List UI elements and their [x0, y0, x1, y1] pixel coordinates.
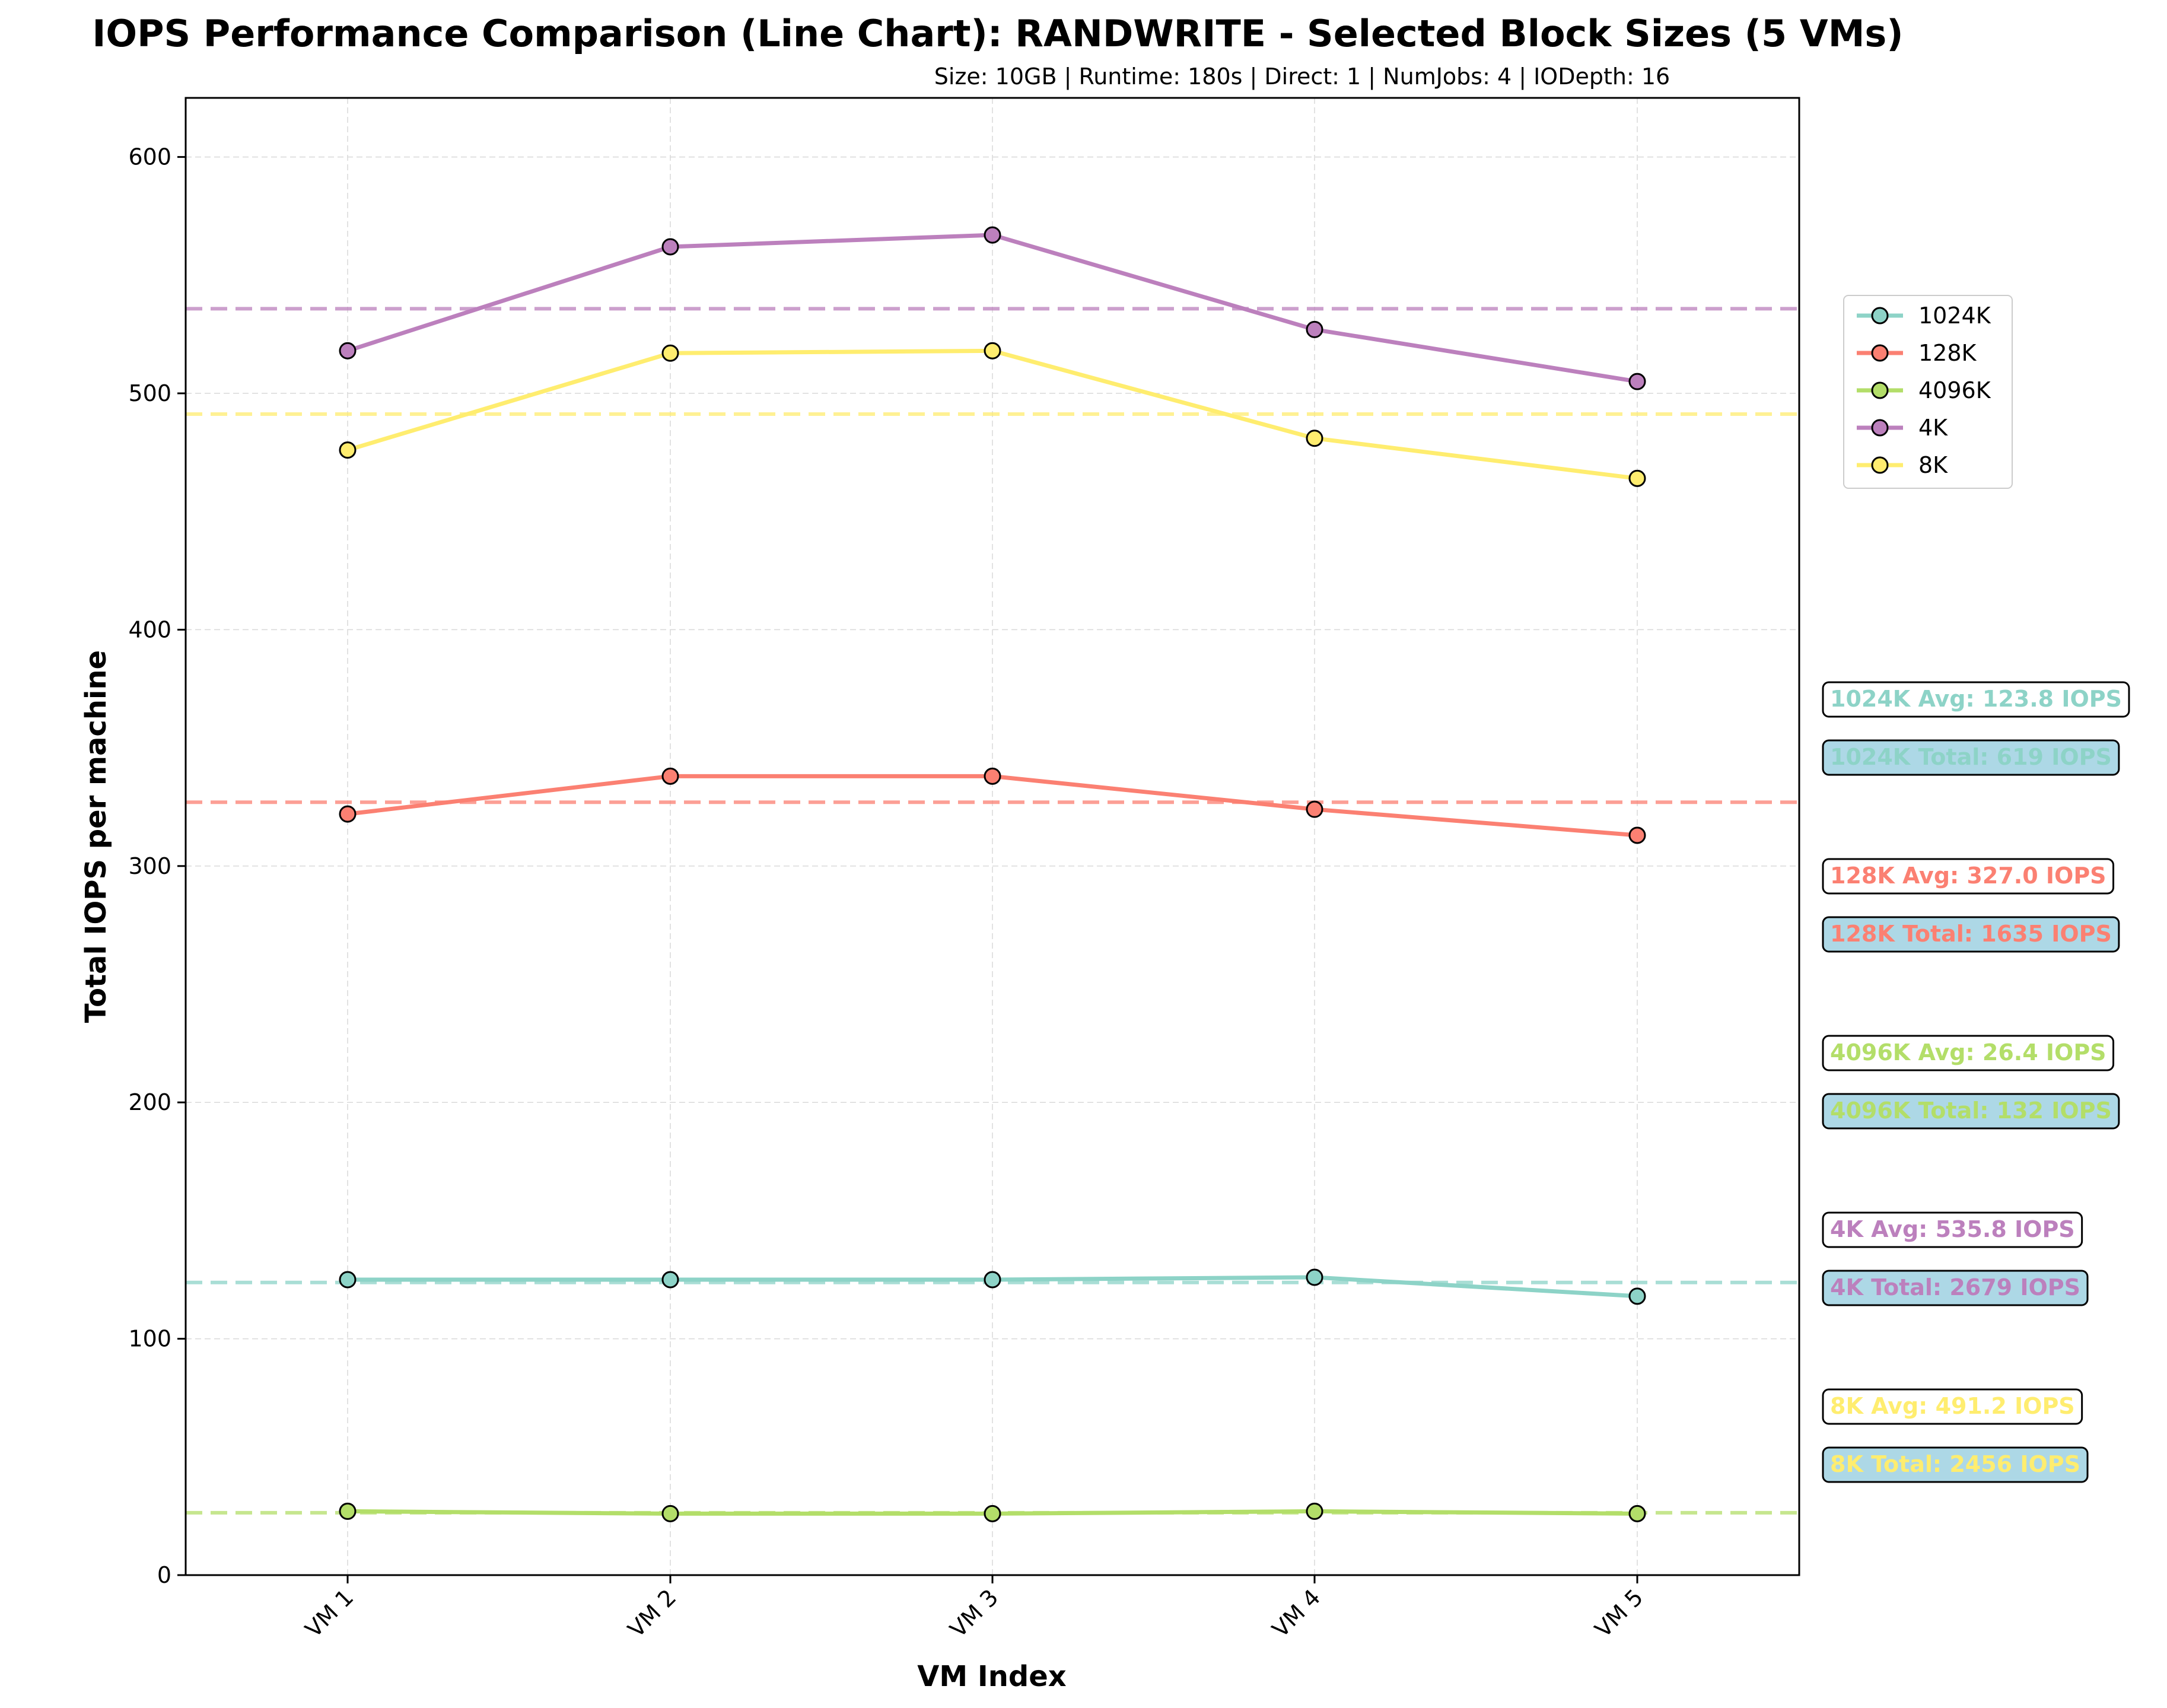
avg-annotation-4096k: 4096K Avg: 26.4 IOPS — [1830, 1039, 2106, 1065]
data-point-128k — [1628, 826, 1646, 844]
series-lines — [345, 233, 1640, 1516]
data-point-8k — [661, 344, 679, 362]
avg-annotation-1024k: 1024K Avg: 123.8 IOPS — [1830, 686, 2122, 712]
x-axis-ticks: VM 1 VM 2 VM 3 VM 4 VM 5 — [300, 1575, 1648, 1643]
data-point-4096k — [984, 1505, 1001, 1522]
y-tick-label: 200 — [128, 1089, 171, 1115]
data-points — [339, 226, 1646, 1522]
legend-label-4096k: 4096K — [1918, 377, 1991, 403]
x-tick-label: VM 1 — [300, 1584, 358, 1642]
chart-subtitle: Size: 10GB | Runtime: 180s | Direct: 1 |… — [934, 63, 1670, 90]
y-tick-label: 100 — [128, 1326, 171, 1352]
data-point-4k — [339, 342, 357, 360]
legend-box — [1843, 295, 2013, 489]
data-point-4k — [1306, 320, 1323, 338]
avg-annotation-4k: 4K Avg: 535.8 IOPS — [1830, 1216, 2075, 1242]
avg-annotation-box — [1822, 1388, 2083, 1425]
data-point-8k — [1628, 469, 1646, 487]
data-point-4k — [1628, 373, 1646, 390]
legend-label-1024k: 1024K — [1918, 303, 1991, 329]
avg-annotation-box — [1822, 1211, 2083, 1248]
avg-annotation-128k: 128K Avg: 327.0 IOPS — [1830, 863, 2106, 889]
data-point-128k — [339, 805, 357, 823]
legend-swatch-marker — [1871, 419, 1889, 437]
data-point-4096k — [1628, 1505, 1646, 1522]
x-tick-label: VM 4 — [1267, 1584, 1325, 1642]
total-annotation-box — [1822, 1446, 2089, 1483]
total-annotation-box — [1822, 739, 2120, 776]
data-point-4096k — [1306, 1502, 1323, 1520]
data-point-128k — [984, 767, 1001, 785]
legend-swatch-marker — [1871, 381, 1889, 399]
data-point-4k — [661, 238, 679, 256]
data-point-1024k — [339, 1271, 357, 1289]
y-tick-label: 400 — [128, 616, 171, 643]
legend-label-8k: 8K — [1918, 452, 1948, 478]
x-tick-label: VM 5 — [1590, 1584, 1648, 1642]
total-annotation-128k: 128K Total: 1635 IOPS — [1830, 921, 2112, 947]
total-annotation-box — [1822, 916, 2120, 953]
y-tick-label: 600 — [128, 144, 171, 170]
avg-annotation-box — [1822, 1035, 2115, 1071]
total-annotation-4096k: 4096K Total: 132 IOPS — [1830, 1098, 2112, 1124]
legend-swatch-marker — [1871, 307, 1889, 325]
data-point-8k — [1306, 430, 1323, 447]
data-point-4096k — [661, 1505, 679, 1522]
data-point-4k — [984, 226, 1001, 244]
avg-annotation-box — [1822, 858, 2115, 895]
y-tick-label: 500 — [128, 380, 171, 406]
total-annotation-box — [1822, 1270, 2089, 1306]
legend-swatch-marker — [1871, 456, 1889, 474]
data-point-1024k — [661, 1271, 679, 1289]
total-annotation-4k: 4K Total: 2679 IOPS — [1830, 1274, 2080, 1300]
x-tick-label: VM 3 — [945, 1584, 1003, 1642]
avg-annotation-8k: 8K Avg: 491.2 IOPS — [1830, 1393, 2075, 1419]
data-point-8k — [984, 342, 1001, 360]
avg-annotation-box — [1822, 681, 2130, 718]
x-axis-label: VM Index — [917, 1660, 1067, 1693]
legend-label-4k: 4K — [1918, 415, 1948, 441]
total-annotation-box — [1822, 1093, 2120, 1130]
data-point-4096k — [339, 1502, 357, 1520]
legend-label-128k: 128K — [1918, 340, 1977, 366]
data-point-1024k — [1628, 1287, 1646, 1305]
data-point-8k — [339, 441, 357, 459]
annotations: 1024K Avg: 123.8 IOPS 1024K Total: 619 IO… — [1822, 681, 2130, 1483]
total-annotation-8k: 8K Total: 2456 IOPS — [1830, 1451, 2080, 1477]
data-point-128k — [661, 767, 679, 785]
chart-title: IOPS Performance Comparison (Line Chart)… — [92, 12, 1903, 55]
data-point-1024k — [1306, 1268, 1323, 1286]
grid — [186, 98, 1799, 1576]
y-axis-ticks: 0 100 200 300 400 500 600 — [128, 144, 186, 1588]
total-annotation-1024k: 1024K Total: 619 IOPS — [1830, 744, 2112, 770]
y-tick-label: 0 — [157, 1562, 171, 1588]
y-tick-label: 300 — [128, 853, 171, 879]
x-tick-label: VM 2 — [623, 1584, 681, 1642]
legend-swatch-marker — [1871, 344, 1889, 362]
y-axis-label: Total IOPS per machine — [79, 650, 113, 1023]
data-point-128k — [1306, 800, 1323, 818]
data-point-1024k — [984, 1271, 1001, 1289]
legend: 1024K 128K 4096K 4K 8K — [1843, 295, 2013, 489]
